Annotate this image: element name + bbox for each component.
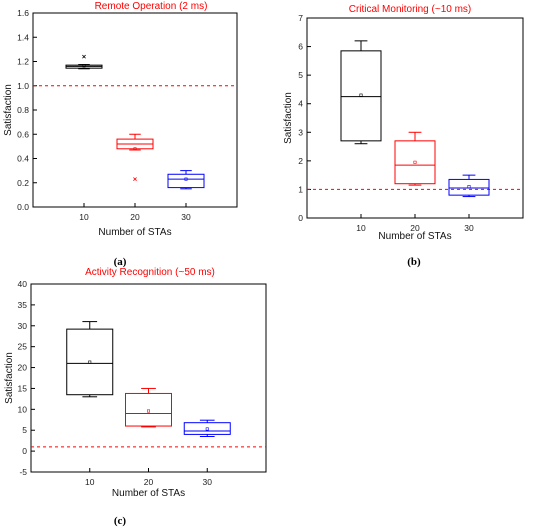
y-tick-label: 0 [298, 213, 303, 223]
box-series-20: 20 [125, 387, 172, 487]
y-tick-label: 15 [18, 383, 28, 393]
y-tick-label: 0 [22, 446, 27, 456]
mean-marker [359, 93, 363, 97]
box-iqr [448, 178, 490, 196]
y-tick-label: 7 [298, 13, 303, 23]
y-axis-label: Satisfaction [3, 84, 14, 136]
x-tick-label: 20 [410, 223, 420, 233]
outlier-marker [82, 54, 86, 59]
y-tick-label: 10 [18, 404, 28, 414]
x-tick-label: 20 [130, 212, 140, 222]
mean-marker [205, 427, 209, 431]
y-tick-label: 6 [298, 42, 303, 52]
y-tick-label: 35 [18, 300, 28, 310]
chart-panel-0: Remote Operation (2 ms) 0.0 0.2 0.4 0.6 0.8 1.… [3, 1, 238, 268]
x-tick-label: 30 [203, 477, 213, 487]
y-tick-label: 2 [298, 156, 303, 166]
box-iqr [66, 328, 114, 396]
y-tick-label: 1.6 [17, 8, 29, 18]
mean-marker [147, 409, 151, 413]
box-series-30: 30 [183, 419, 231, 487]
mean-marker [467, 185, 471, 189]
box-series-30: 30 [448, 174, 490, 233]
x-tick-label: 20 [144, 477, 154, 487]
plot-frame [32, 12, 238, 208]
y-tick-label: -5 [19, 467, 27, 477]
y-tick-label: 0.4 [17, 154, 29, 164]
x-tick-label: 30 [181, 212, 191, 222]
chart-title: Critical Monitoring (~10 ms) [349, 4, 472, 15]
y-tick-label: 40 [18, 279, 28, 289]
panel-label: (b) [407, 256, 421, 268]
chart-title: Activity Recognition (~50 ms) [85, 267, 215, 278]
x-tick-label: 10 [79, 212, 89, 222]
box-series-10: 10 [340, 40, 382, 233]
box-iqr [394, 140, 436, 185]
mean-marker [413, 160, 417, 164]
y-tick-label: 4 [298, 99, 303, 109]
chart-title: Remote Operation (2 ms) [95, 1, 208, 12]
y-tick-label: 0.0 [17, 202, 29, 212]
x-tick-label: 30 [464, 223, 474, 233]
mean-marker [133, 147, 137, 151]
y-axis-label: Satisfaction [283, 92, 294, 144]
box-series-20: 20 [116, 133, 154, 222]
x-axis-label: Number of STAs [378, 231, 451, 242]
y-tick-label: 0.6 [17, 129, 29, 139]
mean-marker [88, 360, 92, 364]
box-series-30: 30 [167, 170, 205, 222]
box-iqr [340, 50, 382, 142]
outlier-marker [133, 177, 137, 181]
box-series-10: 10 [66, 321, 114, 487]
y-tick-label: 3 [298, 127, 303, 137]
y-tick-label: 0.2 [17, 178, 29, 188]
panel-label: (a) [114, 256, 127, 268]
y-tick-label: 1.2 [17, 57, 29, 67]
y-tick-label: 5 [298, 70, 303, 80]
x-axis-label: Number of STAs [98, 227, 171, 238]
mean-marker [82, 64, 86, 68]
y-axis-label: Satisfaction [4, 352, 15, 404]
box-series-10: 10 [65, 54, 103, 222]
x-tick-label: 10 [85, 477, 95, 487]
chart-panel-2: Activity Recognition (~50 ms) -5 0 5 10 15 20 2… [4, 267, 267, 527]
y-tick-label: 5 [22, 425, 27, 435]
panel-label: (c) [114, 515, 127, 527]
y-tick-label: 1.0 [17, 81, 29, 91]
box-iqr [167, 173, 205, 189]
y-tick-label: 1.4 [17, 32, 29, 42]
x-tick-label: 10 [356, 223, 366, 233]
y-tick-label: 30 [18, 321, 28, 331]
x-axis-label: Number of STAs [112, 488, 185, 499]
y-tick-label: 1 [298, 184, 303, 194]
box-iqr [125, 392, 172, 427]
plot-frame [306, 17, 524, 219]
box-iqr [183, 422, 231, 435]
box-series-20: 20 [394, 131, 436, 233]
mean-marker [184, 177, 188, 181]
y-tick-label: 0.8 [17, 105, 29, 115]
chart-panel-1: Critical Monitoring (~10 ms) 0 1 2 3 4 5 6 7 10 20… [283, 4, 524, 268]
y-tick-label: 25 [18, 342, 28, 352]
y-tick-label: 20 [18, 363, 28, 373]
